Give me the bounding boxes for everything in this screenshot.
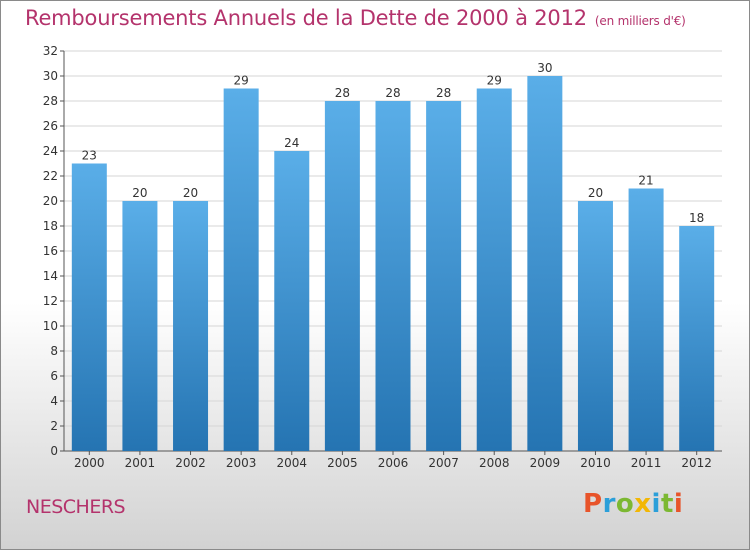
bar-value-label: 24 bbox=[284, 136, 299, 150]
bar bbox=[476, 88, 512, 451]
x-tick-label: 2003 bbox=[226, 456, 257, 470]
commune-name: NESCHERS bbox=[26, 496, 126, 518]
bar bbox=[324, 101, 360, 451]
bar-value-label: 29 bbox=[487, 74, 502, 88]
y-tick-label: 2 bbox=[50, 419, 58, 433]
x-tick-label: 2004 bbox=[276, 456, 307, 470]
bar bbox=[274, 151, 310, 451]
logo-letter: P bbox=[583, 489, 603, 519]
x-tick-label: 2008 bbox=[479, 456, 510, 470]
bar bbox=[375, 101, 411, 451]
bar-value-label: 20 bbox=[588, 186, 603, 200]
bar-value-label: 28 bbox=[436, 86, 451, 100]
y-tick-label: 22 bbox=[43, 169, 58, 183]
bar bbox=[527, 76, 563, 451]
bar-value-label: 23 bbox=[82, 149, 97, 163]
bar bbox=[71, 163, 107, 451]
chart-title-text: Remboursements Annuels de la Dette de 20… bbox=[25, 6, 587, 30]
bar-value-label: 18 bbox=[689, 211, 704, 225]
x-tick-label: 2006 bbox=[378, 456, 409, 470]
proxiti-logo: Proxiti bbox=[583, 489, 683, 519]
logo-letter: r bbox=[602, 489, 616, 519]
bar bbox=[577, 201, 613, 451]
bar-value-label: 28 bbox=[335, 86, 350, 100]
bar bbox=[426, 101, 462, 451]
x-tick-label: 2000 bbox=[74, 456, 105, 470]
y-tick-label: 10 bbox=[43, 319, 58, 333]
bar-value-label: 28 bbox=[385, 86, 400, 100]
x-tick-label: 2007 bbox=[428, 456, 459, 470]
y-tick-label: 12 bbox=[43, 294, 58, 308]
x-tick-label: 2012 bbox=[681, 456, 712, 470]
bar-value-label: 29 bbox=[234, 74, 249, 88]
y-tick-label: 6 bbox=[50, 369, 58, 383]
bar-value-label: 20 bbox=[183, 186, 198, 200]
logo-letter: i bbox=[673, 489, 684, 519]
x-tick-label: 2010 bbox=[580, 456, 611, 470]
x-tick-label: 2005 bbox=[327, 456, 358, 470]
y-tick-label: 0 bbox=[50, 444, 58, 458]
y-tick-label: 28 bbox=[43, 94, 58, 108]
logo-letter: x bbox=[634, 489, 652, 519]
chart-title-unit: (en milliers d'€) bbox=[594, 14, 686, 28]
logo-letter: o bbox=[615, 489, 635, 519]
y-tick-label: 8 bbox=[50, 344, 58, 358]
y-tick-label: 18 bbox=[43, 219, 58, 233]
bar bbox=[173, 201, 209, 451]
y-tick-label: 30 bbox=[43, 69, 58, 83]
y-tick-label: 4 bbox=[50, 394, 58, 408]
x-tick-label: 2002 bbox=[175, 456, 206, 470]
bar bbox=[223, 88, 259, 451]
x-tick-label: 2001 bbox=[125, 456, 156, 470]
y-tick-label: 16 bbox=[43, 244, 58, 258]
bar-value-label: 20 bbox=[132, 186, 147, 200]
x-tick-label: 2009 bbox=[530, 456, 561, 470]
logo-letter: t bbox=[660, 489, 674, 519]
bar bbox=[628, 188, 664, 451]
y-tick-label: 32 bbox=[43, 44, 58, 58]
y-tick-label: 20 bbox=[43, 194, 58, 208]
bar-value-label: 21 bbox=[638, 174, 653, 188]
y-tick-label: 26 bbox=[43, 119, 58, 133]
bar-value-label: 30 bbox=[537, 61, 552, 75]
y-tick-label: 24 bbox=[43, 144, 58, 158]
chart-title: Remboursements Annuels de la Dette de 20… bbox=[25, 6, 686, 30]
y-tick-label: 14 bbox=[43, 269, 58, 283]
bar bbox=[679, 226, 715, 451]
x-tick-label: 2011 bbox=[631, 456, 662, 470]
bar bbox=[122, 201, 158, 451]
logo-letter: i bbox=[651, 489, 661, 519]
